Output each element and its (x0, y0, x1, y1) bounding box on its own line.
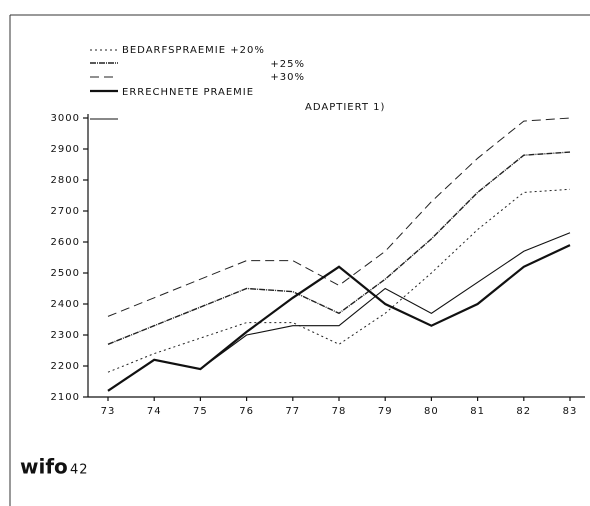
series-line (107, 151, 571, 345)
series-line (107, 188, 571, 373)
x-tick-label: 80 (424, 406, 439, 417)
y-tick-label: 2700 (51, 206, 80, 217)
y-tick-label: 2400 (51, 299, 80, 310)
legend-label: +25% (270, 59, 305, 70)
x-tick-label: 73 (101, 406, 116, 417)
logo: wifo (20, 455, 68, 479)
y-tick-label: 2100 (51, 392, 80, 403)
page-number: 42 (70, 463, 89, 478)
y-tick-label: 2300 (51, 330, 80, 341)
y-tick-label: 2500 (51, 268, 80, 279)
y-tick-label: 3000 (51, 113, 80, 124)
series-line (107, 117, 571, 317)
x-tick-label: 81 (470, 406, 485, 417)
legend-label: ERRECHNETE PRAEMIE (122, 87, 254, 98)
x-tick-label: 75 (193, 406, 208, 417)
x-tick-label: 79 (378, 406, 393, 417)
x-tick-label: 77 (285, 406, 300, 417)
x-tick-label: 78 (332, 406, 347, 417)
y-tick-label: 2900 (51, 144, 80, 155)
y-tick-label: 2600 (51, 237, 80, 248)
legend-label: BEDARFSPRAEMIE +20% (122, 45, 265, 56)
x-tick-label: 83 (563, 406, 578, 417)
y-tick-label: 2800 (51, 175, 80, 186)
x-tick-label: 82 (516, 406, 531, 417)
x-tick-label: 76 (239, 406, 254, 417)
legend-label: +30% (270, 72, 305, 83)
y-tick-label: 2200 (51, 361, 80, 372)
x-tick-label: 74 (147, 406, 162, 417)
legend-label: ADAPTIERT 1) (305, 102, 385, 113)
series-line (107, 232, 571, 392)
